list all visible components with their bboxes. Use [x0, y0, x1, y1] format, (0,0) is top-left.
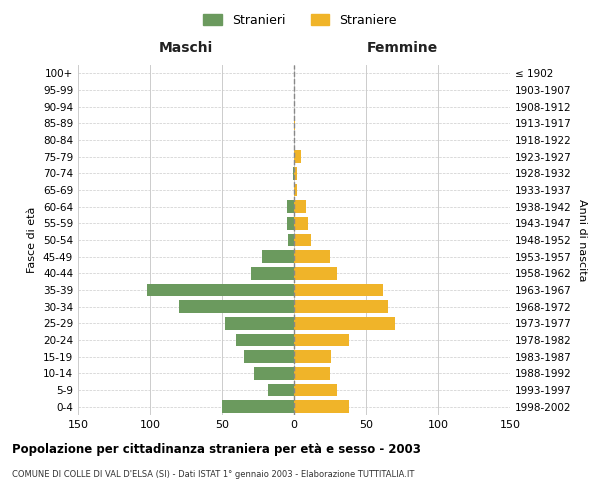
Bar: [262, 250, 294, 263]
Bar: [294, 300, 388, 313]
Text: Maschi: Maschi: [159, 41, 213, 55]
Bar: [294, 150, 301, 163]
Bar: [294, 217, 308, 230]
Bar: [244, 350, 294, 363]
Bar: [294, 284, 383, 296]
Bar: [147, 284, 294, 296]
Bar: [294, 117, 295, 130]
Bar: [294, 350, 331, 363]
Text: Popolazione per cittadinanza straniera per età e sesso - 2003: Popolazione per cittadinanza straniera p…: [12, 442, 421, 456]
Bar: [294, 384, 337, 396]
Bar: [294, 334, 349, 346]
Bar: [268, 384, 294, 396]
Bar: [179, 300, 294, 313]
Bar: [294, 267, 337, 280]
Bar: [294, 367, 330, 380]
Bar: [294, 317, 395, 330]
Legend: Stranieri, Straniere: Stranieri, Straniere: [198, 8, 402, 32]
Bar: [222, 400, 294, 413]
Bar: [288, 234, 294, 246]
Y-axis label: Fasce di età: Fasce di età: [28, 207, 37, 273]
Bar: [294, 200, 305, 213]
Y-axis label: Anni di nascita: Anni di nascita: [577, 198, 587, 281]
Bar: [294, 167, 297, 179]
Bar: [287, 200, 294, 213]
Text: COMUNE DI COLLE DI VAL D'ELSA (SI) - Dati ISTAT 1° gennaio 2003 - Elaborazione T: COMUNE DI COLLE DI VAL D'ELSA (SI) - Dat…: [12, 470, 415, 479]
Bar: [294, 250, 330, 263]
Bar: [293, 167, 294, 179]
Bar: [225, 317, 294, 330]
Text: Femmine: Femmine: [367, 41, 437, 55]
Bar: [236, 334, 294, 346]
Bar: [287, 217, 294, 230]
Bar: [251, 267, 294, 280]
Bar: [294, 234, 311, 246]
Bar: [254, 367, 294, 380]
Bar: [294, 184, 297, 196]
Bar: [294, 400, 349, 413]
